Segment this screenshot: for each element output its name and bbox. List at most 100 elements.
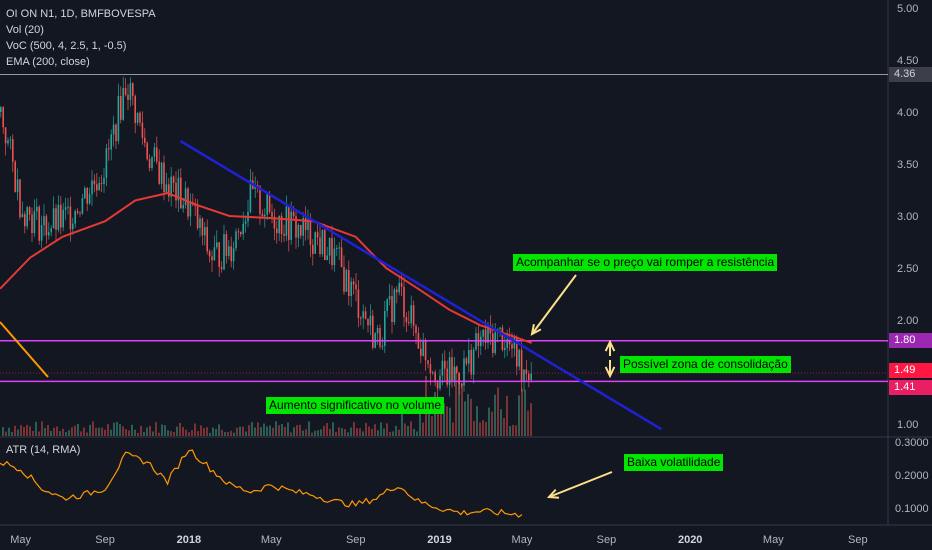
volume-bar	[407, 425, 409, 436]
volume-bar	[26, 424, 28, 436]
time-tick-label: Sep	[848, 534, 868, 546]
volume-bar	[509, 425, 511, 436]
volume-bar	[146, 427, 148, 436]
candle-body	[520, 349, 523, 381]
candle-body	[134, 95, 136, 123]
candle-body	[69, 206, 72, 230]
volume-bar	[50, 430, 52, 436]
volume-bar	[416, 431, 418, 436]
candle-body	[508, 339, 511, 345]
volume-bar	[431, 416, 433, 436]
volume-bar	[98, 427, 100, 436]
candle-body	[362, 311, 364, 319]
candle-body	[386, 299, 388, 312]
candle-body	[206, 227, 208, 252]
candle-body	[436, 382, 439, 389]
candle-body	[120, 96, 122, 120]
volume-bar	[44, 427, 46, 436]
volume-bar	[11, 432, 13, 436]
volume-bar	[149, 425, 151, 436]
volume-bar	[107, 424, 109, 436]
volume-bars	[2, 367, 532, 436]
candle-body	[24, 214, 26, 227]
time-tick-label: 2018	[177, 534, 201, 546]
candle-body	[429, 364, 432, 374]
candle-body	[19, 179, 21, 218]
voc-indicator-label[interactable]: VoC (500, 4, 2.5, 1, -0.5)	[6, 40, 127, 52]
candle-body	[530, 373, 532, 381]
candle-body	[148, 159, 151, 169]
price-tick-label: 3.50	[897, 159, 918, 171]
volume-bar	[131, 424, 133, 436]
volume-bar	[215, 428, 217, 436]
candle-body	[273, 216, 276, 229]
volume-bar	[329, 428, 331, 436]
candle-body	[391, 296, 393, 323]
candle-body	[98, 182, 100, 191]
price-tick-label: 3.00	[897, 211, 918, 223]
volume-bar	[320, 429, 322, 436]
candle-body	[456, 366, 458, 373]
candle-body	[124, 88, 127, 95]
candle-body	[81, 198, 84, 214]
volume-bar	[170, 430, 172, 436]
volume-bar	[287, 422, 289, 436]
candle-body	[88, 194, 91, 204]
candle-body	[396, 289, 398, 293]
candle-body	[60, 204, 62, 228]
chart-legend: OI ON N1, 1D, BMFBOVESPA Vol (20) VoC (5…	[6, 6, 156, 70]
candle-body	[112, 124, 115, 135]
resistance-arrow-head	[530, 323, 542, 336]
candle-body	[38, 206, 40, 241]
time-tick-label: May	[10, 534, 31, 546]
volume-bar	[260, 427, 262, 436]
candle-body	[180, 177, 182, 209]
candle-body	[115, 124, 117, 142]
candle-body	[261, 213, 264, 217]
candle-body	[136, 112, 139, 123]
price-tag-support: 1.41	[889, 380, 932, 395]
ema-indicator-label[interactable]: EMA (200, close)	[6, 56, 90, 68]
volume-bar	[488, 407, 490, 436]
candle-body	[31, 214, 33, 234]
volume-bar	[497, 387, 499, 436]
candle-body	[292, 211, 295, 217]
candle-body	[465, 358, 468, 364]
volume-bar	[83, 427, 85, 436]
candle-body	[0, 107, 2, 112]
candle-body	[448, 357, 451, 385]
candle-body	[400, 282, 403, 287]
volume-bar	[89, 424, 91, 436]
candle-body	[170, 176, 172, 197]
volume-bar	[5, 431, 7, 436]
candle-body	[218, 242, 220, 267]
candle-body	[278, 215, 280, 234]
candle-body	[506, 339, 508, 349]
symbol-label[interactable]: OI ON N1, 1D, BMFBOVESPA	[6, 8, 156, 20]
price-tick-label: 1.00	[897, 419, 918, 431]
candle-body	[523, 369, 525, 381]
atr-indicator-label[interactable]: ATR (14, RMA)	[6, 444, 81, 456]
candle-body	[352, 281, 355, 285]
candle-body	[194, 204, 196, 207]
volume-bar	[338, 427, 340, 436]
candle-body	[434, 372, 436, 383]
candle-body	[228, 246, 230, 256]
volume-bar	[443, 403, 445, 436]
volume-indicator-label[interactable]: Vol (20)	[6, 24, 44, 36]
candle-body	[199, 218, 201, 228]
volume-bar	[257, 422, 259, 436]
candle-body	[360, 317, 362, 319]
volume-bar	[224, 432, 226, 436]
price-tick-label: 2.50	[897, 263, 918, 275]
volume-bar	[194, 423, 196, 436]
candle-body	[14, 161, 16, 193]
candle-body	[264, 214, 266, 217]
candle-body	[324, 230, 326, 261]
candle-body	[302, 218, 304, 236]
volume-bar	[212, 427, 214, 436]
volume-bar	[86, 432, 88, 436]
volume-bar	[116, 421, 118, 436]
candle-body	[314, 232, 316, 254]
